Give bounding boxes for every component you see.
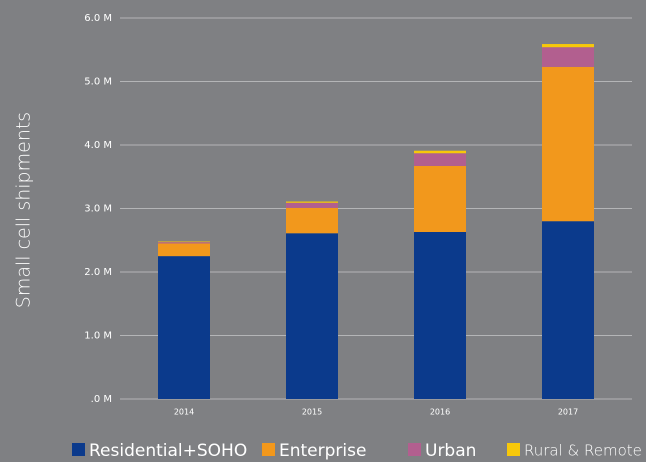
bar-segment	[158, 256, 210, 399]
legend-label: Rural & Remote	[524, 442, 642, 460]
bar-segment	[414, 150, 466, 154]
y-tick-label: 1.0 M	[84, 331, 112, 342]
x-tick-label: 2017	[558, 408, 578, 417]
legend-swatch	[72, 443, 85, 456]
legend-label: Urban	[425, 441, 476, 461]
y-tick-label: 6.0 M	[84, 13, 112, 24]
bar-segment	[286, 207, 338, 234]
bar-segment	[542, 44, 594, 48]
bar-segment	[158, 241, 210, 243]
x-tick-label: 2015	[302, 408, 322, 417]
y-tick-label: 5.0 M	[84, 77, 112, 88]
legend-swatch	[262, 443, 275, 456]
bar-segment	[158, 243, 210, 257]
bar-segment	[286, 202, 338, 208]
y-tick-label: 4.0 M	[84, 140, 112, 151]
x-tick-label: 2016	[430, 408, 450, 417]
y-tick-label: .0 M	[91, 394, 112, 405]
bar-segment	[542, 47, 594, 67]
legend-swatch	[507, 443, 520, 456]
bar-segment	[286, 201, 338, 203]
bar-segment	[542, 221, 594, 399]
legend-label: Residential+SOHO	[89, 441, 247, 461]
legend-swatch	[408, 443, 421, 456]
y-tick-label: 2.0 M	[84, 267, 112, 278]
bar-segment	[414, 165, 466, 232]
bar-segment	[286, 233, 338, 399]
y-tick-label: 3.0 M	[84, 204, 112, 215]
y-axis-label: Small cell shipments	[13, 112, 35, 308]
legend-label: Enterprise	[279, 441, 366, 461]
bar-segment	[414, 231, 466, 399]
x-tick-label: 2014	[174, 408, 194, 417]
bar-segment	[414, 153, 466, 166]
bar-segment	[542, 66, 594, 222]
bar-segment	[158, 242, 210, 244]
